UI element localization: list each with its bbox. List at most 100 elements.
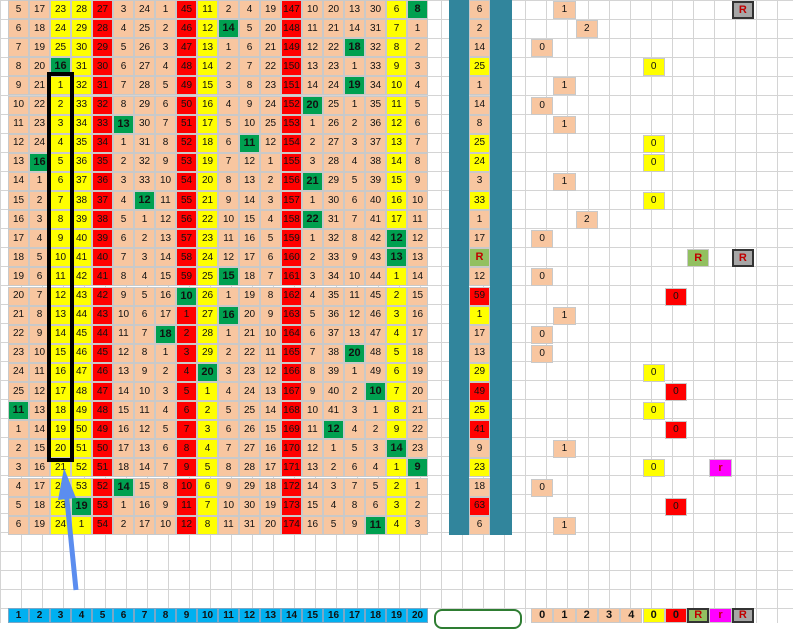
grid-cell: 8 bbox=[344, 496, 365, 516]
grid-cell: 9 bbox=[386, 57, 407, 77]
grid-cell: 12 bbox=[386, 114, 407, 134]
summary-cell: 14 bbox=[469, 38, 490, 58]
summary-cell: 25 bbox=[469, 57, 490, 77]
column-number: 3 bbox=[50, 608, 71, 623]
grid-cell: 7 bbox=[344, 210, 365, 230]
grid-cell: 9 bbox=[407, 171, 428, 191]
grid-cell: 14 bbox=[302, 76, 323, 96]
grid-cell: 24 bbox=[323, 76, 344, 96]
grid-cell: 30 bbox=[365, 0, 386, 20]
grid-cell: 15 bbox=[197, 76, 218, 96]
grid-cell: 2 bbox=[218, 0, 239, 20]
grid-cell: 18 bbox=[239, 267, 260, 287]
grid-cell: 45 bbox=[92, 343, 113, 363]
grid-cell: 31 bbox=[323, 210, 344, 230]
grid-cell: 7 bbox=[29, 286, 50, 306]
grid-cell: 6 bbox=[176, 401, 197, 421]
summary-cell: 6 bbox=[469, 515, 490, 535]
grid-cell: 2 bbox=[344, 382, 365, 402]
grid-cell: 29 bbox=[197, 343, 218, 363]
grid-cell: 43 bbox=[92, 305, 113, 325]
grid-cell: 27 bbox=[197, 305, 218, 325]
summary-cell: 25 bbox=[469, 401, 490, 421]
grid-cell: 33 bbox=[323, 248, 344, 268]
grid-cell: 23 bbox=[8, 343, 29, 363]
grid-cell: 38 bbox=[92, 210, 113, 230]
grid-cell: 24 bbox=[239, 382, 260, 402]
grid-cell: 5 bbox=[344, 439, 365, 459]
grid-cell: 150 bbox=[281, 57, 302, 77]
grid-cell: 47 bbox=[71, 362, 92, 382]
grid-cell: 52 bbox=[71, 458, 92, 478]
grid-cell: 38 bbox=[323, 343, 344, 363]
grid-cell: 12 bbox=[323, 420, 344, 440]
grid-cell: 33 bbox=[134, 171, 155, 191]
grid-cell: 1 bbox=[218, 324, 239, 344]
grid-cell: 22 bbox=[323, 38, 344, 58]
summary-cell: 24 bbox=[469, 152, 490, 172]
grid-cell: 8 bbox=[197, 515, 218, 535]
grid-cell: 17 bbox=[134, 515, 155, 535]
grid-cell: 10 bbox=[134, 382, 155, 402]
grid-cell: 15 bbox=[113, 401, 134, 421]
marker-cell: 0 bbox=[642, 363, 665, 382]
grid-cell: 25 bbox=[134, 19, 155, 39]
grid-cell: 14 bbox=[344, 19, 365, 39]
grid-cell: 30 bbox=[239, 496, 260, 516]
grid-cell: 10 bbox=[155, 171, 176, 191]
grid-cell: 14 bbox=[134, 458, 155, 478]
grid-cell: 4 bbox=[197, 439, 218, 459]
grid-cell: 44 bbox=[92, 324, 113, 344]
grid-cell: 3 bbox=[155, 38, 176, 58]
grid-cell: 39 bbox=[323, 362, 344, 382]
grid-cell: 25 bbox=[239, 401, 260, 421]
summary-cell: 12 bbox=[469, 267, 490, 287]
grid-cell: 22 bbox=[302, 210, 323, 230]
marker-cell: 0 bbox=[531, 96, 554, 115]
grid-cell: 25 bbox=[8, 382, 29, 402]
grid-cell: 12 bbox=[113, 343, 134, 363]
grid-cell: 32 bbox=[71, 76, 92, 96]
grid-cell: 6 bbox=[8, 19, 29, 39]
grid-cell: 5 bbox=[155, 76, 176, 96]
grid-cell: 3 bbox=[344, 133, 365, 153]
grid-cell: 50 bbox=[176, 95, 197, 115]
grid-cell: 31 bbox=[71, 57, 92, 77]
grid-cell: 7 bbox=[8, 38, 29, 58]
grid-cell: 19 bbox=[71, 496, 92, 516]
grid-cell: 19 bbox=[344, 76, 365, 96]
grid-cell: 12 bbox=[197, 19, 218, 39]
grid-cell: 20 bbox=[344, 343, 365, 363]
grid-cell: 9 bbox=[302, 382, 323, 402]
grid-cell: 4 bbox=[365, 458, 386, 478]
grid-cell: 55 bbox=[176, 191, 197, 211]
grid-cell: 5 bbox=[386, 343, 407, 363]
grid-cell: 15 bbox=[407, 286, 428, 306]
grid-cell: 7 bbox=[386, 19, 407, 39]
grid-cell: 11 bbox=[239, 133, 260, 153]
grid-cell: 21 bbox=[302, 171, 323, 191]
grid-cell: 7 bbox=[155, 458, 176, 478]
grid-cell: 18 bbox=[197, 133, 218, 153]
grid-cell: 8 bbox=[386, 38, 407, 58]
marker-cell: 0 bbox=[664, 421, 688, 440]
grid-cell: 10 bbox=[302, 0, 323, 20]
grid-cell: 57 bbox=[176, 229, 197, 249]
grid-cell: 11 bbox=[218, 515, 239, 535]
grid-cell: 32 bbox=[323, 229, 344, 249]
marker-cell: 0 bbox=[642, 402, 665, 421]
column-number: 12 bbox=[239, 608, 260, 623]
grid-cell: 46 bbox=[176, 19, 197, 39]
grid-cell: 4 bbox=[8, 477, 29, 497]
grid-cell: 164 bbox=[281, 324, 302, 344]
grid-cell: 4 bbox=[113, 191, 134, 211]
grid-cell: 13 bbox=[344, 324, 365, 344]
grid-cell: 28 bbox=[239, 458, 260, 478]
grid-cell: 8 bbox=[386, 401, 407, 421]
grid-cell: 2 bbox=[302, 248, 323, 268]
grid-cell: 12 bbox=[260, 133, 281, 153]
legend-cell: r bbox=[709, 608, 732, 623]
marker-cell: 1 bbox=[553, 115, 576, 134]
grid-cell: 5 bbox=[8, 496, 29, 516]
